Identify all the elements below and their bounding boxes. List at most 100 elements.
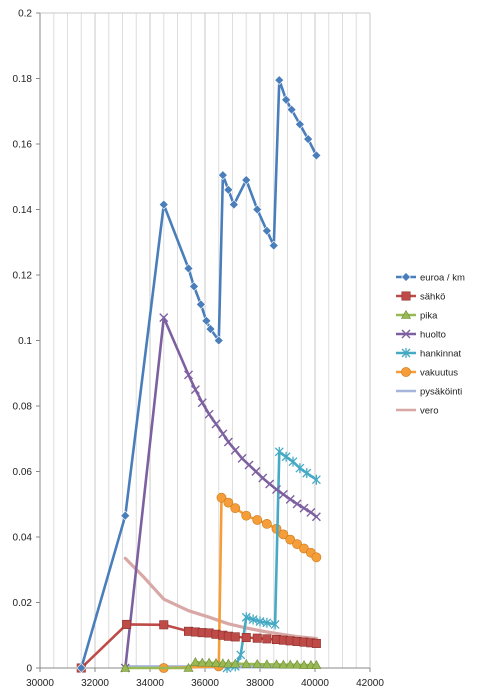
data-point-diamond (286, 104, 297, 115)
data-point-circle (311, 552, 322, 563)
data-point-triangle (311, 659, 322, 669)
legend-item: pika (396, 309, 438, 322)
y-tick-label: 0.12 (13, 271, 33, 282)
data-point-x (311, 512, 321, 522)
data-point-triangle (204, 657, 215, 667)
legend-item: vero (396, 406, 438, 417)
data-point-star (288, 456, 298, 467)
series-line (123, 556, 318, 641)
series-1 (76, 619, 321, 673)
data-point-diamond (217, 170, 228, 181)
plot-series (76, 75, 322, 673)
data-point-x (401, 329, 411, 339)
data-point-star (241, 612, 251, 623)
data-point-x (197, 398, 207, 408)
data-point-x (244, 460, 254, 470)
data-point-x (265, 479, 275, 489)
data-point-star (311, 474, 321, 485)
data-point-x (278, 489, 288, 499)
legend-label: pika (420, 311, 438, 322)
data-point-diamond (294, 119, 305, 130)
x-tick-label: 36000 (191, 678, 219, 689)
data-point-star (281, 451, 291, 462)
series-0 (76, 75, 322, 673)
data-point-triangle (285, 659, 296, 669)
x-tick-label: 40000 (301, 678, 329, 689)
data-point-diamond (76, 663, 87, 673)
x-tick-label: 34000 (136, 678, 164, 689)
data-point-circle (401, 367, 411, 377)
data-point-star (295, 463, 305, 474)
data-point-diamond (223, 184, 234, 195)
data-point-star (255, 616, 265, 627)
data-point-square (159, 620, 169, 630)
data-point-diamond (274, 75, 285, 86)
legend-label: hankinnat (420, 349, 462, 360)
legend-label: euroa / km (420, 273, 465, 284)
data-point-circle (230, 503, 241, 514)
data-point-x (190, 385, 200, 395)
data-point-diamond (189, 281, 199, 292)
data-point-triangle (120, 662, 131, 672)
data-point-circle (278, 529, 289, 540)
data-point-x (159, 313, 169, 323)
series-3 (120, 313, 321, 673)
data-point-triangle (298, 659, 310, 669)
y-tick-label: 0.14 (13, 205, 33, 216)
data-point-square (262, 634, 272, 644)
data-point-circle (252, 515, 263, 525)
data-point-x (204, 409, 214, 419)
y-tick-label: 0.04 (13, 533, 33, 544)
data-point-triangle (400, 309, 412, 319)
data-point-square (401, 291, 411, 301)
data-point-x (272, 485, 281, 495)
data-point-diamond (195, 299, 206, 310)
data-point-diamond (205, 324, 216, 334)
series-2 (120, 656, 322, 672)
data-point-square (252, 633, 262, 643)
data-point-triangle (197, 657, 208, 667)
data-point-x (237, 453, 247, 463)
legend-label: huolto (420, 330, 446, 341)
data-point-diamond (183, 263, 194, 274)
x-tick-label: 38000 (246, 678, 274, 689)
legend-label: vero (420, 406, 438, 417)
data-point-square (241, 633, 251, 643)
data-point-x (230, 445, 240, 455)
data-point-x (223, 437, 233, 447)
data-point-triangle (230, 658, 241, 668)
y-tick-label: 0.16 (13, 140, 33, 151)
x-tick-label: 42000 (356, 678, 384, 689)
data-point-circle (241, 510, 252, 521)
data-point-diamond (268, 240, 279, 251)
data-point-diamond (201, 315, 212, 326)
data-point-triangle (271, 659, 282, 669)
data-point-x (184, 370, 193, 380)
y-tick-label: 0.06 (13, 467, 33, 478)
data-point-circle (285, 534, 296, 545)
legend-label: pysäköinti (420, 387, 462, 398)
series-line (80, 78, 318, 670)
data-point-diamond (401, 272, 411, 282)
data-point-diamond (228, 199, 239, 210)
data-point-diamond (213, 335, 224, 346)
y-tick-label: 0.08 (13, 402, 33, 413)
data-point-circle (216, 492, 227, 503)
legend-item: sähkö (396, 291, 445, 303)
data-point-triangle (190, 656, 201, 666)
data-point-triangle (241, 658, 252, 668)
data-point-diamond (120, 510, 131, 521)
data-point-star (248, 614, 258, 625)
data-point-diamond (311, 150, 322, 161)
data-point-x (285, 494, 295, 504)
data-point-diamond (303, 134, 314, 145)
x-tick-label: 32000 (81, 678, 109, 689)
data-point-diamond (241, 175, 252, 185)
y-tick-label: 0.18 (13, 74, 33, 85)
data-point-triangle (292, 659, 303, 669)
data-point-triangle (223, 658, 234, 668)
legend-item: pysäköinti (396, 387, 462, 398)
data-point-x (292, 499, 302, 509)
data-point-x (306, 507, 316, 517)
